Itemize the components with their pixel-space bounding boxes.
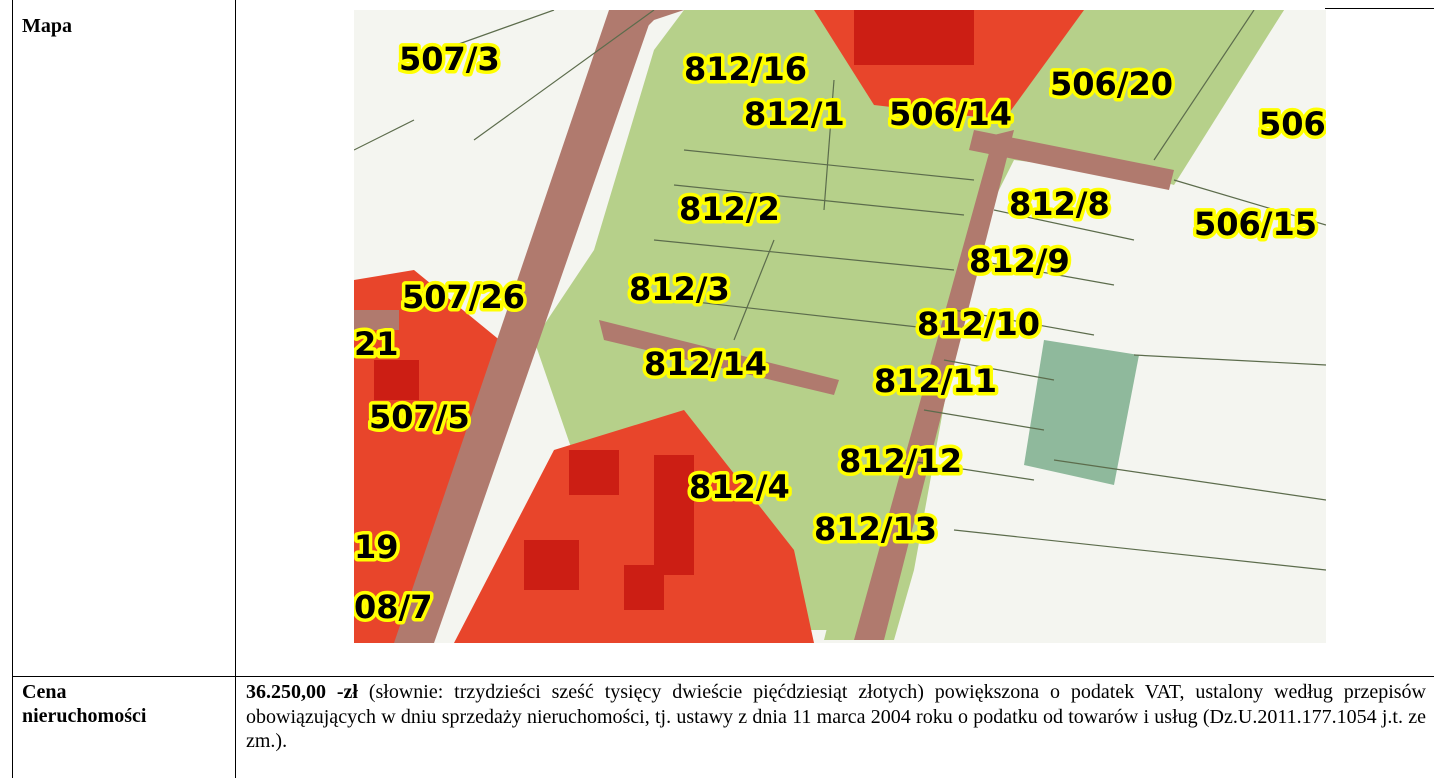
parcel-label: 812/16 xyxy=(684,50,807,88)
parcel-label: 21 xyxy=(354,325,399,363)
parcel-label: 507/26 xyxy=(402,278,525,316)
parcel-label: 507/5 xyxy=(369,398,470,436)
price-text: (słownie: trzydzieści sześć tysięcy dwie… xyxy=(246,681,1426,752)
parcel-label: 812/2 xyxy=(679,190,780,228)
price-label-line1: Cena xyxy=(22,681,67,703)
parcel-label: 812/4 xyxy=(689,468,790,506)
table-border-left xyxy=(12,0,13,778)
parcel-label: 812/3 xyxy=(629,270,730,308)
table-column-divider xyxy=(235,0,236,778)
parcel-label: 506/14 xyxy=(889,95,1012,133)
price-label-line2: nieruchomości xyxy=(22,705,147,727)
parcel-label: 812/13 xyxy=(814,510,937,548)
parcel-label: 812/8 xyxy=(1009,185,1110,223)
parcel-label: 506 xyxy=(1259,105,1326,143)
price-row-label: Cena nieruchomości xyxy=(22,680,146,728)
cadastral-map-image: 507/3 812/16 506/20 812/1 506/14 506 812… xyxy=(354,10,1326,643)
cadastral-map: 507/3 812/16 506/20 812/1 506/14 506 812… xyxy=(354,10,1326,643)
table-border-top xyxy=(1325,8,1434,9)
parcel-label: 19 xyxy=(354,528,399,566)
price-description: 36.250,00 -zł (słownie: trzydzieści sześ… xyxy=(246,680,1426,754)
parcel-label: 506/20 xyxy=(1050,65,1173,103)
parcel-label: 506/15 xyxy=(1194,205,1317,243)
table-row-divider xyxy=(12,676,1434,677)
price-amount: 36.250,00 -zł xyxy=(246,681,358,703)
parcel-label: 812/11 xyxy=(874,362,997,400)
parcel-label: 812/12 xyxy=(839,442,962,480)
parcel-label: 812/9 xyxy=(969,242,1070,280)
parcel-label: 08/7 xyxy=(354,588,432,626)
parcel-label: 812/14 xyxy=(644,345,767,383)
parcel-label: 812/10 xyxy=(917,305,1040,343)
parcel-labels: 507/3 812/16 506/20 812/1 506/14 506 812… xyxy=(354,37,1326,630)
map-row-label: Mapa xyxy=(22,15,72,37)
parcel-label: 812/1 xyxy=(744,95,845,133)
parcel-label: 507/3 xyxy=(399,40,500,78)
